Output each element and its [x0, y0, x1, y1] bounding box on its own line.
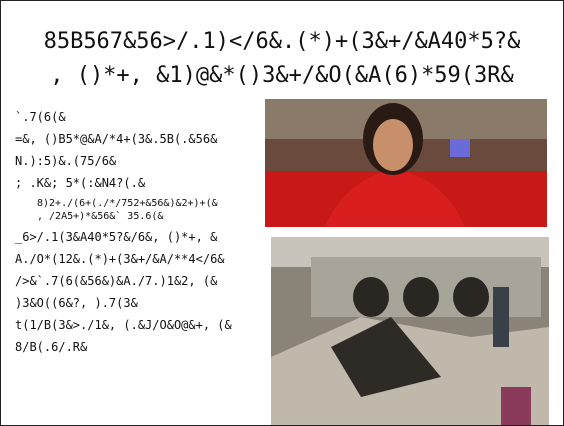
photo-flood	[271, 237, 549, 425]
bullet: _6>/.1(3&A40*5?&/6&, ()*+, &	[15, 229, 265, 245]
title-line: 85B567&56>/.1)</6&.(*)+(3&+/&A40*5?&	[1, 25, 563, 59]
photo-woman	[265, 99, 547, 227]
sub-bullet: 8)2+./(6+(./*/752+&56&)&2+)+(&	[15, 197, 265, 210]
slide: 85B567&56>/.1)</6&.(*)+(3&+/&A40*5?&, ()…	[0, 0, 564, 426]
bullet: t(1/B(3&>./1&, (.&J/O&O@&+, (&	[15, 317, 265, 333]
bullet: 8/B(.6/.R&	[15, 339, 265, 355]
bullet: ; .K&; 5*(:&N4?(.&	[15, 175, 265, 191]
bullet: =&, ()B5*@&A/*4+(3&.5B(.&56&	[15, 131, 265, 147]
bullet: A./O*(12&.(*)+(3&+/&A/**4</6&	[15, 251, 265, 267]
body-text: `.7(6(& =&, ()B5*@&A/*4+(3&.5B(.&56&N.):5…	[15, 109, 265, 355]
sub-bullet: , /2A5+)*&56&` 35.6(&	[15, 210, 265, 223]
bullet: N.):5)&.(75/6&	[15, 153, 265, 169]
bullet: />&`.7(6(&56&)&A./7.)1&2, (&	[15, 273, 265, 289]
title: 85B567&56>/.1)</6&.(*)+(3&+/&A40*5?&, ()…	[1, 25, 563, 93]
title-line: , ()*+, &1)@&*()3&+/&O(&A(6)*59(3R&	[1, 59, 563, 93]
bullet: )3&O((6&?, ).7(3&	[15, 295, 265, 311]
bullet: `.7(6(&	[15, 109, 265, 125]
